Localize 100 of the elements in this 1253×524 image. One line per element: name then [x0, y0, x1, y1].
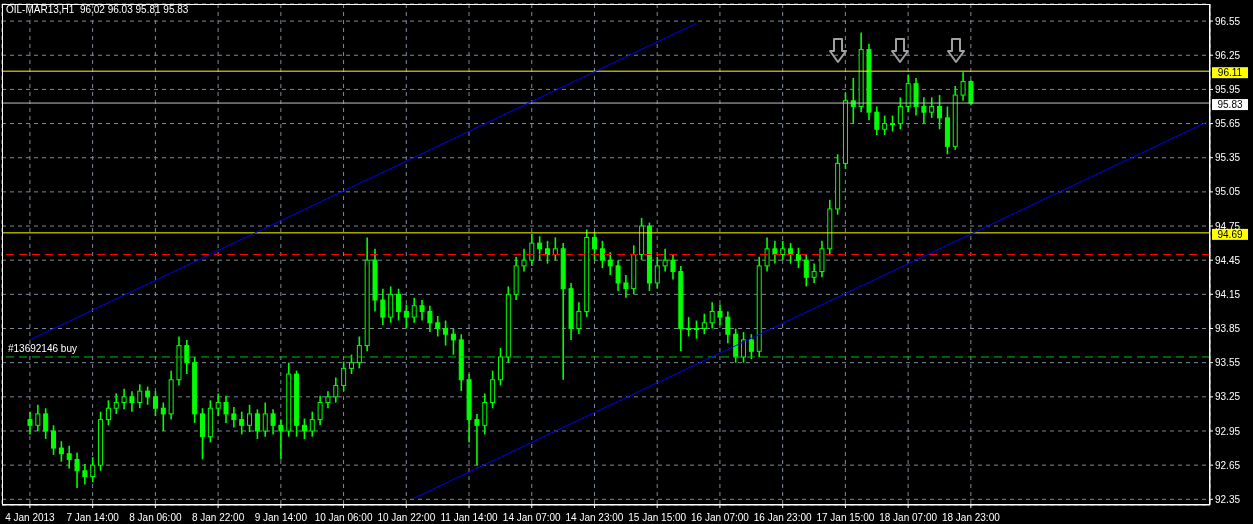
x-tick-label: 15 Jan 15:00 — [628, 512, 687, 523]
candlestick — [748, 333, 754, 361]
ref-line-label: 96.11 — [1217, 67, 1243, 79]
y-tick-label: 96.25 — [1215, 49, 1241, 61]
candlestick — [239, 410, 245, 436]
candlestick — [121, 388, 127, 411]
candlestick — [254, 408, 260, 440]
candlestick — [497, 347, 503, 387]
y-tick-label: 95.95 — [1215, 83, 1241, 95]
candlestick — [113, 392, 119, 415]
candlestick — [474, 413, 480, 466]
candlestick — [333, 376, 339, 404]
candlestick — [223, 394, 229, 424]
candlestick — [545, 240, 551, 265]
y-tick-label: 92.65 — [1215, 459, 1241, 471]
candlestick — [90, 456, 96, 484]
candlestick — [929, 96, 935, 119]
candlestick — [247, 404, 253, 433]
candlestick — [301, 417, 307, 440]
candlestick — [270, 408, 276, 436]
candlestick — [309, 410, 315, 438]
y-tick-label: 95.05 — [1215, 186, 1241, 198]
x-tick-label: 8 Jan 06:00 — [129, 512, 182, 523]
x-tick-label: 16 Jan 07:00 — [691, 512, 750, 523]
candlestick — [764, 236, 770, 273]
candlestick — [599, 240, 605, 269]
candlestick — [74, 451, 80, 489]
y-tick-label: 93.25 — [1215, 391, 1241, 403]
x-tick-label: 11 Jan 14:00 — [440, 512, 498, 523]
candlestick — [897, 96, 903, 131]
candlestick — [278, 418, 284, 461]
candlestick — [490, 369, 496, 410]
y-tick-label: 96.55 — [1215, 15, 1241, 27]
candlestick — [388, 285, 394, 324]
candlestick — [200, 407, 205, 461]
y-tick-label: 95.65 — [1215, 118, 1241, 130]
candlestick — [43, 407, 49, 440]
candlestick — [772, 240, 778, 265]
ref-line-label: #13692146 buy — [8, 342, 77, 354]
candlestick — [654, 255, 660, 290]
candlestick — [615, 259, 621, 292]
candlestick — [348, 353, 354, 375]
candlestick — [403, 303, 409, 330]
x-tick-label: 10 Jan 06:00 — [314, 512, 373, 523]
candlestick — [341, 360, 347, 392]
candlestick — [35, 404, 41, 432]
candlestick — [725, 310, 731, 345]
candlestick — [701, 312, 707, 335]
candlestick — [960, 71, 966, 102]
ref-line-label: 95.83 — [1217, 99, 1243, 111]
y-tick-label: 94.15 — [1215, 288, 1241, 300]
candlestick — [905, 73, 911, 113]
candlestick — [231, 406, 237, 429]
candlestick — [82, 463, 88, 486]
x-tick-label: 14 Jan 07:00 — [502, 512, 562, 523]
y-tick-label: 93.85 — [1215, 323, 1241, 335]
candlestick — [380, 287, 386, 326]
candlestick — [670, 253, 676, 281]
chart-title: OIL-MAR13,H1 96.02 96.03 95.81 95.83 — [6, 4, 189, 15]
candlestick — [882, 114, 888, 136]
x-tick-label: 18 Jan 23:00 — [941, 512, 1001, 523]
x-tick-label: 14 Jan 23:00 — [565, 512, 624, 523]
x-tick-label: 17 Jan 15:00 — [816, 512, 875, 523]
candlestick — [435, 315, 441, 338]
candlestick — [819, 240, 825, 279]
candlestick — [968, 79, 974, 107]
candlestick — [521, 248, 527, 273]
candlestick — [262, 401, 268, 438]
candlestick — [693, 319, 699, 340]
y-tick-label: 93.55 — [1215, 357, 1241, 369]
candlestick — [795, 246, 801, 269]
candlestick — [51, 424, 57, 456]
candlestick — [709, 301, 715, 330]
candlestick — [811, 262, 817, 284]
candlestick — [537, 235, 543, 261]
x-tick-label: 7 Jan 14:00 — [66, 512, 120, 523]
candlestick — [152, 390, 158, 417]
y-tick-label: 92.95 — [1215, 425, 1241, 437]
candlestick — [145, 385, 151, 406]
candlestick — [662, 248, 668, 273]
candlestick — [607, 251, 613, 276]
candlestick — [160, 401, 166, 432]
candlestick — [137, 383, 143, 410]
candlestick — [552, 236, 558, 261]
y-tick-label: 94.45 — [1215, 254, 1241, 266]
candlestick — [129, 390, 135, 413]
candlestick — [780, 240, 786, 261]
candlestick — [874, 105, 880, 136]
y-tick-label: 92.35 — [1215, 493, 1241, 505]
candlestick — [803, 253, 809, 288]
candlestick — [356, 335, 362, 370]
candlestick — [576, 301, 582, 335]
x-tick-label: 4 Jan 2013 — [5, 512, 56, 523]
candlestick — [58, 440, 64, 463]
x-tick-label: 16 Jan 23:00 — [753, 512, 813, 523]
x-tick-label: 8 Jan 22:00 — [191, 512, 245, 523]
candlestick — [27, 410, 33, 436]
candlestick — [921, 96, 927, 125]
candlestick — [184, 339, 190, 375]
candlestick — [450, 327, 456, 356]
